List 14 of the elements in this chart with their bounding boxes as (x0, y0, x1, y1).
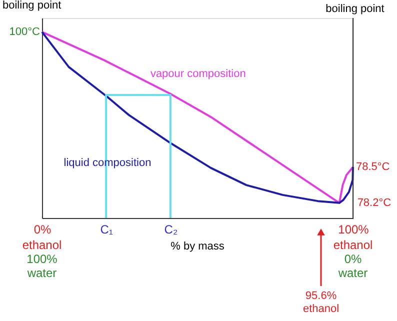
y2-axis-title: boiling point (326, 3, 384, 15)
x-tick-label: C₂ (164, 222, 178, 236)
text: ethanol 100% water (22, 238, 62, 280)
series-label: vapour composition (150, 68, 246, 80)
x-tick-label: 0% (34, 222, 52, 236)
y-axis-title: boiling point (2, 0, 62, 12)
x-tick-label: C₁ (100, 222, 113, 236)
annotation: 78.5°C (356, 161, 390, 174)
x-tick-label: 100% (338, 222, 370, 236)
x-axis-title: % by mass (170, 240, 225, 252)
annotation: 100°C (9, 26, 40, 38)
text: 95.6% ethanol (302, 290, 340, 315)
text: ethanol 0% water (333, 238, 373, 280)
annotation: 78.2°C (357, 196, 392, 209)
